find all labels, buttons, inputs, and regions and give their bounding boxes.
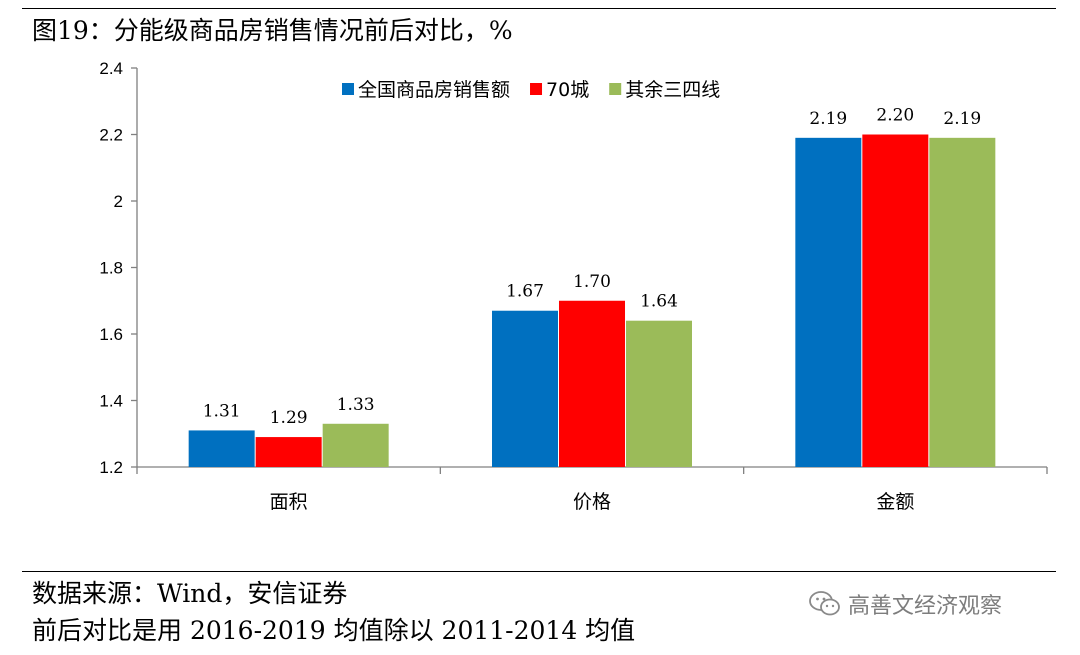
bar	[492, 310, 558, 467]
legend-label: 70城	[546, 79, 589, 101]
y-tick-label: 1.4	[99, 392, 123, 411]
data-label: 1.33	[337, 395, 375, 415]
data-label: 1.64	[640, 292, 678, 312]
bar-chart: 1.2 1.4 1.6 1.8 2 2.2 2.4 面积 1.31 1.29 1.33 价格 1.67 1…	[99, 59, 1048, 513]
bar	[559, 300, 625, 467]
y-tick-label: 2.4	[99, 59, 123, 78]
y-tick-label: 2.2	[99, 126, 123, 145]
chart-title: 图19：分能级商品房销售情况前后对比，%	[32, 16, 513, 45]
x-tick-label: 金额	[876, 491, 914, 513]
bar	[862, 134, 929, 467]
bar	[795, 137, 862, 467]
bar	[929, 137, 996, 467]
data-label: 2.19	[943, 109, 981, 129]
data-label: 1.70	[573, 272, 611, 292]
legend-label: 其余三四线	[625, 79, 720, 101]
data-label: 2.20	[876, 106, 914, 126]
x-tick-label: 价格	[573, 491, 611, 513]
bar	[188, 430, 255, 467]
legend-swatch	[530, 83, 543, 95]
bar	[255, 437, 322, 467]
data-label: 1.31	[203, 401, 241, 421]
watermark: 高善文经济观察	[808, 588, 1002, 620]
watermark-text: 高善文经济观察	[848, 594, 1003, 619]
legend-swatch	[342, 83, 354, 95]
legend-label: 全国商品房销售额	[358, 79, 510, 101]
legend-swatch	[609, 83, 622, 95]
y-tick-label: 1.2	[99, 458, 123, 477]
bar	[322, 423, 389, 467]
y-tick-label: 1.6	[99, 325, 123, 344]
data-label: 1.29	[270, 408, 308, 428]
top-rule	[22, 8, 1056, 9]
bottom-rule	[22, 571, 1056, 572]
wechat-icon	[809, 591, 840, 616]
y-tick-label: 2	[114, 192, 123, 211]
y-tick-label: 1.8	[99, 259, 123, 278]
data-label: 2.19	[809, 109, 847, 129]
source-note: 数据来源：Wind，安信证券	[32, 579, 348, 608]
data-label: 1.67	[506, 282, 544, 302]
method-note: 前后对比是用 2016-2019 均值除以 2011-2014 均值	[32, 616, 636, 645]
bar	[626, 320, 692, 467]
x-tick-label: 面积	[270, 491, 308, 513]
